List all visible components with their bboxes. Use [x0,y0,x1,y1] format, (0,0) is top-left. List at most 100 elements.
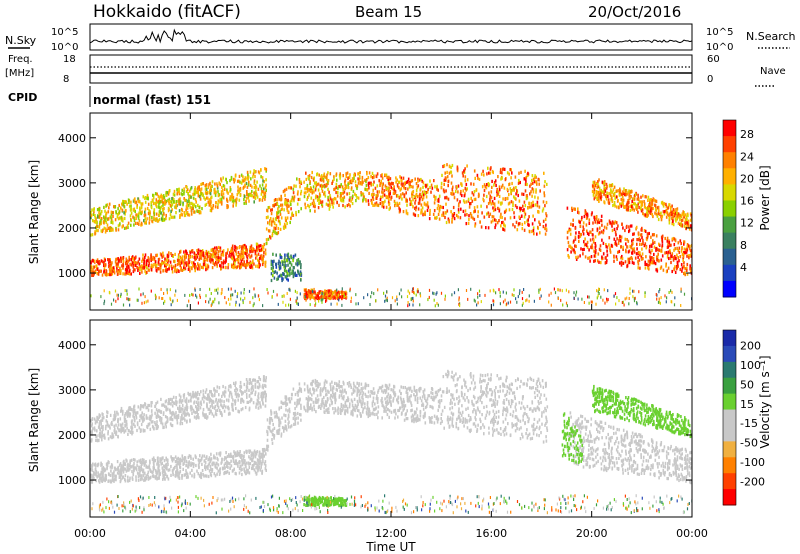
range-cell [286,253,288,257]
range-cell [225,252,227,256]
range-cell [396,203,398,207]
range-cell [328,204,330,208]
range-cell [480,300,482,304]
range-cell [526,182,528,187]
range-cell [453,217,456,221]
range-cell [216,247,218,251]
range-cell [136,205,138,209]
range-cell [652,214,654,219]
range-cell [367,293,369,297]
range-cell [594,250,597,254]
range-cell [326,180,329,184]
range-cell [674,238,677,242]
range-cell [497,206,499,210]
range-cell [599,248,602,252]
range-cell [298,181,301,185]
range-cell [584,211,587,215]
range-cell [130,204,132,208]
range-cell [307,293,309,297]
range-cell [320,291,322,295]
range-cell [671,213,673,217]
range-cell [220,197,223,201]
range-cell [608,201,611,205]
range-cell [436,184,438,188]
range-cell [125,200,127,204]
range-cell [261,176,264,180]
range-cell [296,273,298,277]
range-cell [262,179,264,183]
range-cell [157,194,160,198]
range-cell [355,194,357,198]
range-cell [442,188,445,192]
range-cell [108,264,110,269]
range-cell [426,190,429,194]
range-cell [321,200,324,204]
range-cell [403,193,406,197]
range-cell [396,295,398,299]
range-cell [334,289,337,293]
range-cell [598,178,600,182]
range-cell [672,223,675,227]
range-cell [453,196,456,200]
range-cell [597,183,599,187]
range-cell [500,177,502,181]
range-cell [128,272,131,276]
range-cell [219,246,222,250]
range-cell [187,475,189,479]
range-cell [628,225,630,229]
range-cell [595,302,597,306]
range-cell [622,247,624,251]
range-cell [193,261,195,265]
range-cell [676,209,678,213]
range-cell [139,208,141,212]
range-cell [236,462,239,466]
range-cell [421,192,423,196]
velocity-heatmap [90,369,692,515]
range-cell [170,303,172,307]
range-cell [208,257,211,261]
range-cell [382,191,384,195]
range-cell [657,300,660,304]
range-cell [637,262,640,266]
range-cell [153,256,156,260]
range-cell [275,202,277,207]
range-cell [444,171,446,175]
range-cell [348,192,351,196]
range-cell [296,263,299,267]
range-cell [295,184,297,188]
range-cell [528,299,530,303]
range-cell [268,205,271,210]
range-cell [310,288,313,292]
range-cell [255,192,258,196]
range-cell [274,198,277,202]
range-cell [308,205,311,209]
range-cell [220,292,222,296]
range-cell [644,260,646,264]
range-cell [583,240,585,244]
range-cell [154,468,157,473]
range-cell [193,462,195,466]
range-cell [94,270,97,274]
range-cell [163,474,165,478]
range-cell [649,201,651,205]
range-cell [534,174,536,178]
range-cell [213,300,215,304]
range-cell [491,179,493,183]
range-cell [572,218,574,222]
range-cell [530,182,532,186]
range-cell [607,200,610,204]
range-cell [205,202,208,206]
range-cell [498,185,501,189]
range-cell [504,178,507,182]
range-cell [275,223,278,228]
range-cell [640,195,642,199]
range-cell [458,298,460,302]
range-cell [429,208,431,213]
range-cell [381,176,384,180]
range-cell [320,175,322,179]
range-cell [186,206,189,210]
range-cell [645,246,647,250]
range-cell [658,300,660,304]
range-cell [617,250,619,254]
range-cell [200,256,203,260]
